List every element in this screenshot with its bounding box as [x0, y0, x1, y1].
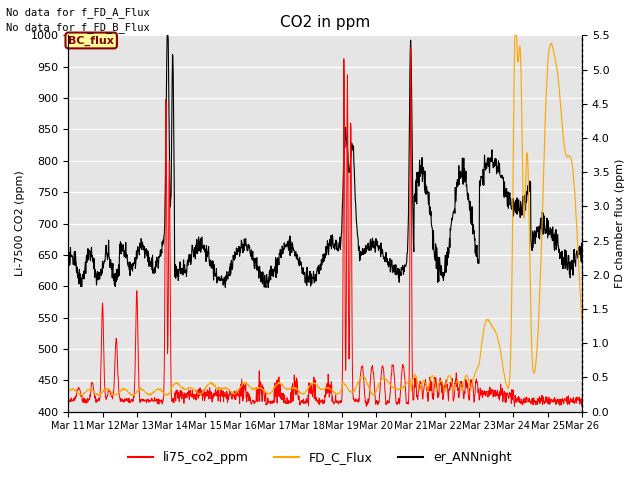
- Title: CO2 in ppm: CO2 in ppm: [280, 15, 371, 30]
- Y-axis label: FD chamber flux (ppm): FD chamber flux (ppm): [615, 159, 625, 288]
- Text: BC_flux: BC_flux: [68, 36, 114, 46]
- Legend: li75_co2_ppm, FD_C_Flux, er_ANNnight: li75_co2_ppm, FD_C_Flux, er_ANNnight: [124, 446, 516, 469]
- Y-axis label: Li-7500 CO2 (ppm): Li-7500 CO2 (ppm): [15, 170, 25, 276]
- Text: No data for f_FD_A_Flux: No data for f_FD_A_Flux: [6, 7, 150, 18]
- Text: No data for f_FD_B_Flux: No data for f_FD_B_Flux: [6, 22, 150, 33]
